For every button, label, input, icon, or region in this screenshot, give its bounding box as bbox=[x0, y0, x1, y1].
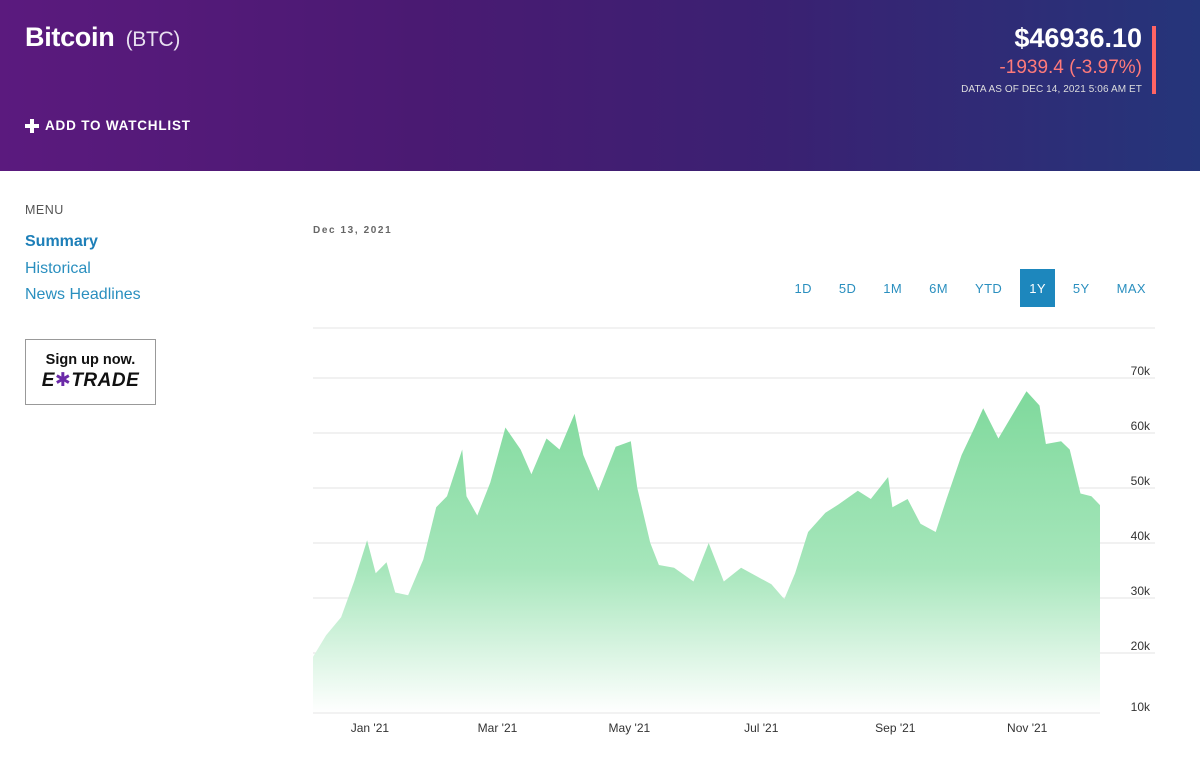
range-button-max[interactable]: MAX bbox=[1116, 280, 1146, 296]
range-button-5d[interactable]: 5D bbox=[838, 280, 857, 296]
coin-title: Bitcoin (BTC) bbox=[25, 22, 180, 53]
sidebar-item-historical[interactable]: Historical bbox=[25, 259, 91, 277]
y-tick-label: 10k bbox=[1131, 700, 1151, 714]
y-tick-label: 60k bbox=[1131, 419, 1151, 433]
x-tick-label: Sep '21 bbox=[875, 721, 916, 735]
range-button-6m[interactable]: 6M bbox=[929, 280, 949, 296]
x-tick-label: Jan '21 bbox=[351, 721, 390, 735]
etrade-logo: E✱TRADE bbox=[41, 369, 140, 391]
range-selector: 1D 5D 1M 6M YTD 1Y 5Y MAX bbox=[776, 269, 1155, 307]
range-button-5y[interactable]: 5Y bbox=[1072, 280, 1090, 296]
y-tick-label: 50k bbox=[1131, 474, 1151, 488]
ad-headline: Sign up now. bbox=[45, 351, 136, 368]
chart-date: Dec 13, 2021 bbox=[313, 225, 393, 236]
watchlist-label: ADD TO WATCHLIST bbox=[45, 118, 191, 133]
x-tick-label: May '21 bbox=[609, 721, 651, 735]
price-change: -1939.4 (-3.97%) bbox=[999, 57, 1142, 78]
y-tick-label: 30k bbox=[1131, 584, 1151, 598]
y-tick-label: 70k bbox=[1131, 364, 1151, 378]
x-tick-label: Mar '21 bbox=[478, 721, 518, 735]
add-to-watchlist-button[interactable]: ADD TO WATCHLIST bbox=[25, 118, 191, 133]
range-button-1y[interactable]: 1Y bbox=[1020, 269, 1055, 307]
plus-icon bbox=[25, 118, 39, 133]
data-timestamp: DATA AS OF DEC 14, 2021 5:06 AM ET bbox=[961, 84, 1142, 95]
quote-header: Bitcoin (BTC) ADD TO WATCHLIST $46936.10… bbox=[0, 0, 1200, 171]
y-tick-label: 40k bbox=[1131, 529, 1151, 543]
range-button-1m[interactable]: 1M bbox=[883, 280, 903, 296]
coin-name: Bitcoin bbox=[25, 22, 115, 52]
x-tick-label: Nov '21 bbox=[1007, 721, 1048, 735]
price-area-series bbox=[313, 391, 1100, 713]
range-button-1d[interactable]: 1D bbox=[794, 280, 812, 296]
sidebar-item-news-headlines[interactable]: News Headlines bbox=[25, 286, 141, 303]
menu-label: MENU bbox=[25, 203, 64, 217]
x-tick-label: Jul '21 bbox=[744, 721, 779, 735]
y-tick-label: 20k bbox=[1131, 639, 1151, 653]
change-indicator-bar bbox=[1152, 26, 1156, 94]
price: $46936.10 bbox=[1014, 23, 1142, 53]
quote-summary: $46936.10 -1939.4 (-3.97%) DATA AS OF DE… bbox=[961, 22, 1142, 95]
etrade-ad[interactable]: Sign up now. E✱TRADE bbox=[25, 338, 156, 405]
sidebar-item-summary[interactable]: Summary bbox=[25, 233, 98, 250]
range-button-ytd[interactable]: YTD bbox=[975, 280, 1003, 296]
coin-ticker: (BTC) bbox=[125, 28, 181, 51]
sidebar-menu: MENU Summary Historical News Headlines S… bbox=[25, 203, 175, 405]
